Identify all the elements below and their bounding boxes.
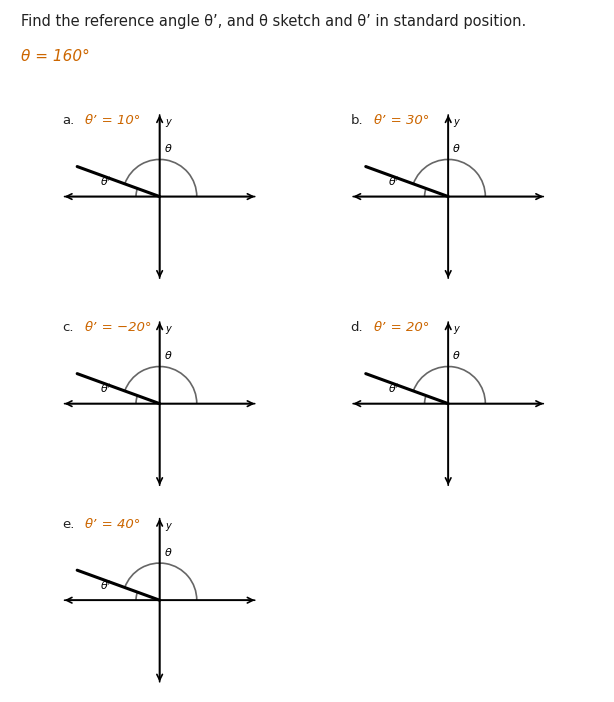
Text: $\theta$: $\theta$ (453, 142, 461, 154)
Text: θʼ = 20°: θʼ = 20° (374, 322, 429, 334)
Text: c.: c. (62, 322, 73, 334)
Text: $\theta$: $\theta$ (453, 349, 461, 361)
Text: a.: a. (62, 114, 74, 127)
Text: y: y (454, 117, 459, 127)
Text: θʼ = −20°: θʼ = −20° (85, 322, 152, 334)
Text: θʼ = 30°: θʼ = 30° (374, 114, 429, 127)
Text: b.: b. (351, 114, 363, 127)
Text: θʼ = 10°: θʼ = 10° (85, 114, 141, 127)
Text: $\theta'$: $\theta'$ (389, 176, 400, 188)
Text: y: y (165, 521, 171, 531)
Text: $\theta$: $\theta$ (164, 545, 173, 557)
Text: y: y (165, 324, 171, 334)
Text: e.: e. (62, 518, 74, 531)
Text: θ = 160°: θ = 160° (21, 49, 90, 64)
Text: y: y (454, 324, 459, 334)
Text: $\theta'$: $\theta'$ (100, 579, 112, 592)
Text: $\theta'$: $\theta'$ (389, 383, 400, 395)
Text: d.: d. (351, 322, 363, 334)
Text: $\theta'$: $\theta'$ (100, 176, 112, 188)
Text: $\theta'$: $\theta'$ (100, 383, 112, 395)
Text: Find the reference angle θʼ, and θ sketch and θʼ in standard position.: Find the reference angle θʼ, and θ sketc… (21, 14, 527, 29)
Text: θʼ = 40°: θʼ = 40° (85, 518, 141, 531)
Text: y: y (165, 117, 171, 127)
Text: $\theta$: $\theta$ (164, 142, 173, 154)
Text: $\theta$: $\theta$ (164, 349, 173, 361)
